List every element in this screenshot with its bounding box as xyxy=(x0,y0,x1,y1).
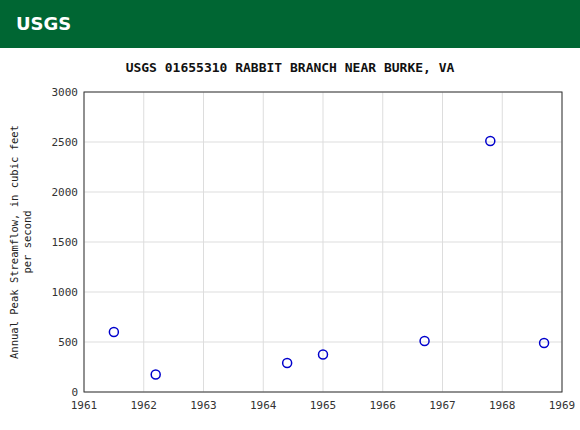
x-grid-line xyxy=(203,92,204,392)
x-grid-line xyxy=(442,92,443,392)
scatter-point xyxy=(283,359,292,368)
x-tick-label: 1961 xyxy=(71,399,98,412)
y-tick-label: 2000 xyxy=(52,186,79,199)
y-tick-label: 3000 xyxy=(52,86,79,99)
header-text: USGS xyxy=(16,13,71,34)
header-bar xyxy=(0,0,580,48)
scatter-point xyxy=(151,370,160,379)
y-axis-label: per second xyxy=(21,210,33,273)
scatter-point xyxy=(486,137,495,146)
y-tick-label: 2500 xyxy=(52,136,79,149)
x-tick-label: 1965 xyxy=(310,399,337,412)
x-tick-label: 1962 xyxy=(131,399,158,412)
x-tick-label: 1966 xyxy=(370,399,397,412)
chart-container: USGS USGS 01655310 RABBIT BRANCH NEAR BUR… xyxy=(0,0,580,430)
x-grid-line xyxy=(382,92,383,392)
x-grid-line xyxy=(502,92,503,392)
x-grid-line xyxy=(323,92,324,392)
y-tick-label: 500 xyxy=(58,336,78,349)
points xyxy=(109,137,548,380)
x-tick-label: 1967 xyxy=(429,399,456,412)
y-tick-label: 1000 xyxy=(52,286,79,299)
chart-title: USGS 01655310 RABBIT BRANCH NEAR BURKE, … xyxy=(126,60,455,75)
x-tick-label: 1969 xyxy=(549,399,576,412)
x-tick-label: 1968 xyxy=(489,399,516,412)
scatter-point xyxy=(319,350,328,359)
scatter-point xyxy=(109,328,118,337)
x-tick-label: 1964 xyxy=(250,399,277,412)
x-grid-line xyxy=(263,92,264,392)
y-tick-label: 0 xyxy=(71,386,78,399)
scatter-point xyxy=(540,339,549,348)
x-tick-label: 1963 xyxy=(190,399,217,412)
y-tick-label: 1500 xyxy=(52,236,79,249)
grid xyxy=(84,92,562,392)
x-grid-line xyxy=(143,92,144,392)
plot-frame xyxy=(84,92,562,392)
chart-svg: USGS USGS 01655310 RABBIT BRANCH NEAR BUR… xyxy=(0,0,580,430)
scatter-point xyxy=(420,337,429,346)
y-axis-label: Annual Peak Streamflow, in cubic feet xyxy=(8,125,20,359)
